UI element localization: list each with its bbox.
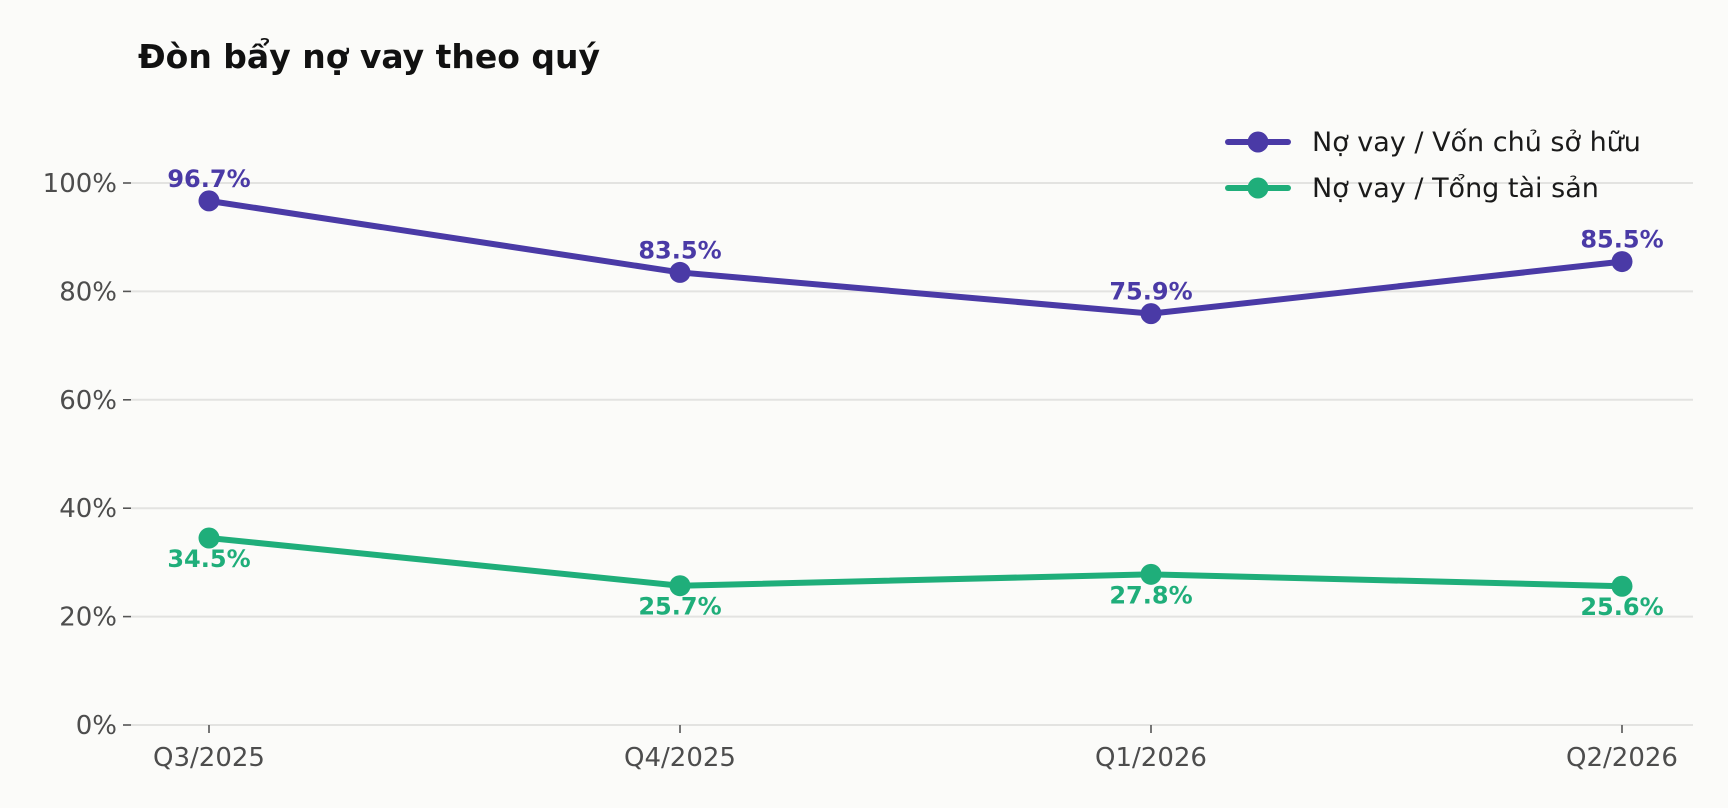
data-point bbox=[198, 190, 220, 212]
data-label: 85.5% bbox=[1580, 226, 1663, 254]
legend-label: Nợ vay / Vốn chủ sở hữu bbox=[1312, 127, 1641, 158]
data-point bbox=[1140, 303, 1162, 325]
data-label: 96.7% bbox=[167, 165, 250, 193]
data-point bbox=[669, 575, 691, 597]
y-tick-label: 0% bbox=[76, 711, 117, 741]
data-label: 25.6% bbox=[1580, 593, 1663, 621]
x-tick-label: Q3/2025 bbox=[153, 743, 265, 773]
y-tick-label: 40% bbox=[59, 494, 117, 524]
data-point bbox=[198, 527, 220, 549]
data-label: 34.5% bbox=[167, 545, 250, 573]
series-line bbox=[206, 197, 1625, 317]
y-tick-label: 100% bbox=[43, 169, 117, 199]
data-point bbox=[1611, 251, 1633, 273]
data-point bbox=[1611, 575, 1633, 597]
x-tick-label: Q2/2026 bbox=[1566, 743, 1678, 773]
legend-marker bbox=[1247, 131, 1269, 153]
data-point bbox=[669, 261, 691, 283]
y-tick-label: 20% bbox=[59, 603, 117, 633]
y-tick-label: 60% bbox=[59, 386, 117, 416]
data-label: 27.8% bbox=[1109, 581, 1192, 609]
chart-title: Đòn bẩy nợ vay theo quý bbox=[138, 36, 600, 76]
data-label: 25.7% bbox=[638, 593, 721, 621]
x-tick-label: Q4/2025 bbox=[624, 743, 736, 773]
y-tick-label: 80% bbox=[59, 277, 117, 307]
x-tick-label: Q1/2026 bbox=[1095, 743, 1207, 773]
legend-marker bbox=[1247, 177, 1269, 199]
data-label: 75.9% bbox=[1109, 278, 1192, 306]
legend: Nợ vay / Vốn chủ sở hữu Nợ vay / Tổng tài… bbox=[1225, 127, 1641, 204]
series-lines bbox=[198, 190, 1633, 597]
data-point bbox=[1140, 563, 1162, 585]
series-line bbox=[206, 535, 1625, 590]
data-label: 83.5% bbox=[638, 236, 721, 264]
legend-label: Nợ vay / Tổng tài sản bbox=[1312, 173, 1599, 204]
data-labels: 96.7% 83.5% 75.9% 85.5% 34.5% 25.7% 27.8% 25.6% bbox=[167, 165, 1663, 621]
gridlines bbox=[131, 182, 1693, 726]
axes: 0% 20% 40% 60% 80% 100% Q3/2025 Q4/2025 Q1/2026 Q… bbox=[43, 169, 1678, 773]
